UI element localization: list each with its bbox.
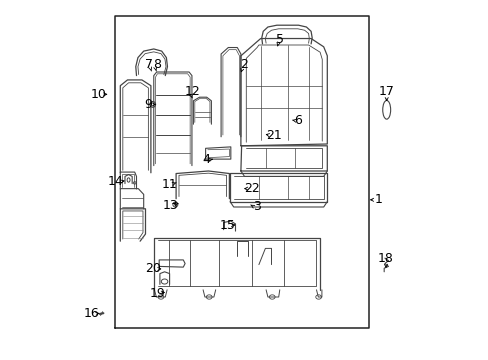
Text: 14: 14 [108,175,123,188]
Text: 2: 2 [239,58,247,71]
Text: 7: 7 [145,58,153,71]
Text: 17: 17 [378,85,394,98]
Text: 13: 13 [163,199,178,212]
Text: 21: 21 [265,129,281,142]
Text: 11: 11 [162,178,178,191]
Text: 19: 19 [149,287,165,300]
Text: 6: 6 [294,114,302,127]
Text: 3: 3 [252,200,260,213]
Text: 8: 8 [153,58,161,71]
Text: 18: 18 [377,252,393,265]
Text: 20: 20 [145,262,161,275]
Text: 5: 5 [275,33,283,46]
Text: 12: 12 [184,85,200,98]
Text: 9: 9 [144,98,152,111]
Text: 22: 22 [244,182,260,195]
Text: 10: 10 [91,88,106,101]
Text: 16: 16 [83,307,99,320]
Text: 15: 15 [219,219,235,232]
Ellipse shape [174,203,176,206]
Text: 1: 1 [374,193,382,206]
Text: 4: 4 [202,153,209,166]
